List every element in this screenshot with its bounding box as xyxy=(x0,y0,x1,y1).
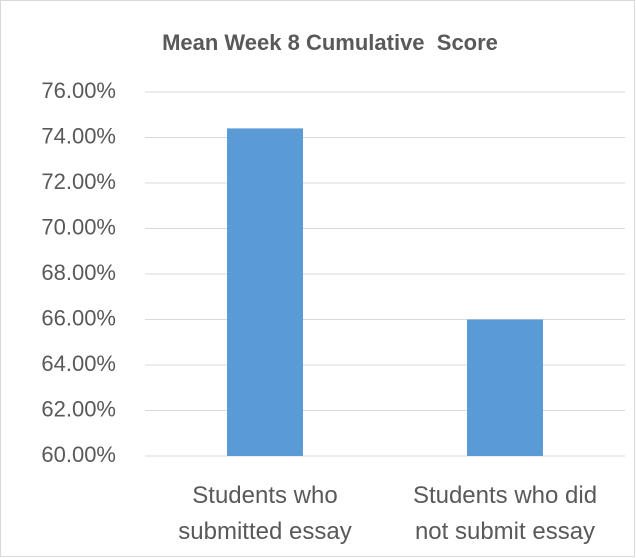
y-tick-label: 60.00% xyxy=(41,442,116,467)
bar xyxy=(227,128,303,456)
y-tick-label: 72.00% xyxy=(41,169,116,194)
y-tick-label: 66.00% xyxy=(41,305,116,330)
bar xyxy=(467,319,543,456)
y-tick-label: 64.00% xyxy=(41,351,116,376)
x-tick-label: Students who did not submit essay xyxy=(412,482,598,545)
x-tick-label: Students who submitted essay xyxy=(178,482,352,545)
chart-title: Mean Week 8 Cumulative Score xyxy=(162,30,498,55)
y-tick-label: 76.00% xyxy=(41,78,116,103)
y-tick-label: 70.00% xyxy=(41,214,116,239)
y-tick-label: 62.00% xyxy=(41,396,116,421)
y-tick-label: 74.00% xyxy=(41,123,116,148)
y-tick-label: 68.00% xyxy=(41,260,116,285)
